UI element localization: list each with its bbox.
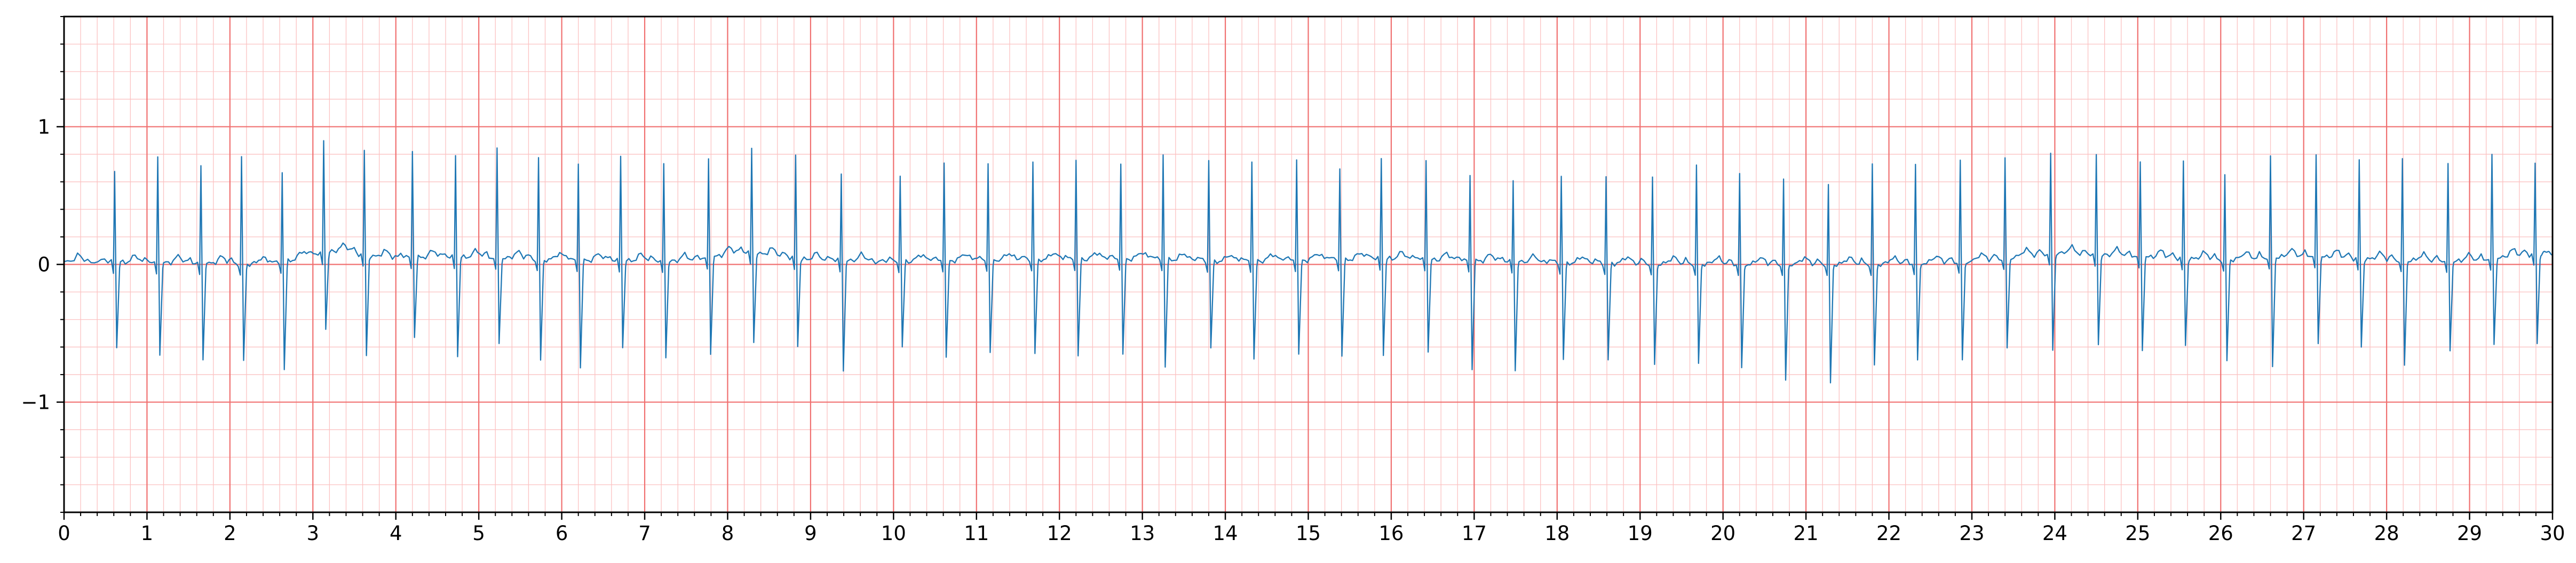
x-tick-label-1: 1 (141, 522, 154, 545)
x-tick-label-20: 20 (1710, 522, 1735, 545)
x-tick-label-5: 5 (472, 522, 485, 545)
x-tick-label-30: 30 (2540, 522, 2565, 545)
x-tick-label-0: 0 (58, 522, 70, 545)
x-tick-label-6: 6 (556, 522, 568, 545)
x-tick-label-16: 16 (1378, 522, 1404, 545)
x-tick-label-4: 4 (390, 522, 402, 545)
x-tick-label-15: 15 (1296, 522, 1321, 545)
x-tick-label-3: 3 (307, 522, 320, 545)
x-tick-label-2: 2 (224, 522, 236, 545)
x-tick-label-10: 10 (881, 522, 906, 545)
x-tick-label-17: 17 (1462, 522, 1487, 545)
x-tick-label-27: 27 (2291, 522, 2316, 545)
x-tick-label-14: 14 (1213, 522, 1238, 545)
x-tick-label-23: 23 (1959, 522, 1984, 545)
major-grid (63, 17, 2554, 512)
x-tick-label-26: 26 (2208, 522, 2233, 545)
x-tick-label-25: 25 (2125, 522, 2150, 545)
x-tick-label-8: 8 (722, 522, 734, 545)
x-axis: 0 1 2 3 4 5 6 7 8 9 10 11 12 13 14 15 16 17 18 19 20 21 22 23 24… (58, 512, 2565, 545)
x-tick-label-24: 24 (2042, 522, 2067, 545)
y-tick-label-2: −1 (21, 391, 50, 414)
x-tick-label-28: 28 (2374, 522, 2399, 545)
x-tick-label-13: 13 (1130, 522, 1155, 545)
y-tick-label-0: 1 (37, 115, 50, 138)
x-tick-label-29: 29 (2457, 522, 2482, 545)
y-tick-label-1: 0 (37, 253, 50, 276)
x-tick-label-22: 22 (1876, 522, 1901, 545)
x-tick-label-21: 21 (1794, 522, 1819, 545)
x-tick-label-18: 18 (1544, 522, 1570, 545)
x-tick-label-7: 7 (638, 522, 651, 545)
x-tick-label-11: 11 (964, 522, 989, 545)
x-tick-label-9: 9 (804, 522, 817, 545)
x-tick-label-12: 12 (1047, 522, 1072, 545)
y-axis: 1 0 −1 (21, 16, 64, 513)
ecg-trace-line (64, 140, 2553, 384)
x-tick-label-19: 19 (1628, 522, 1653, 545)
